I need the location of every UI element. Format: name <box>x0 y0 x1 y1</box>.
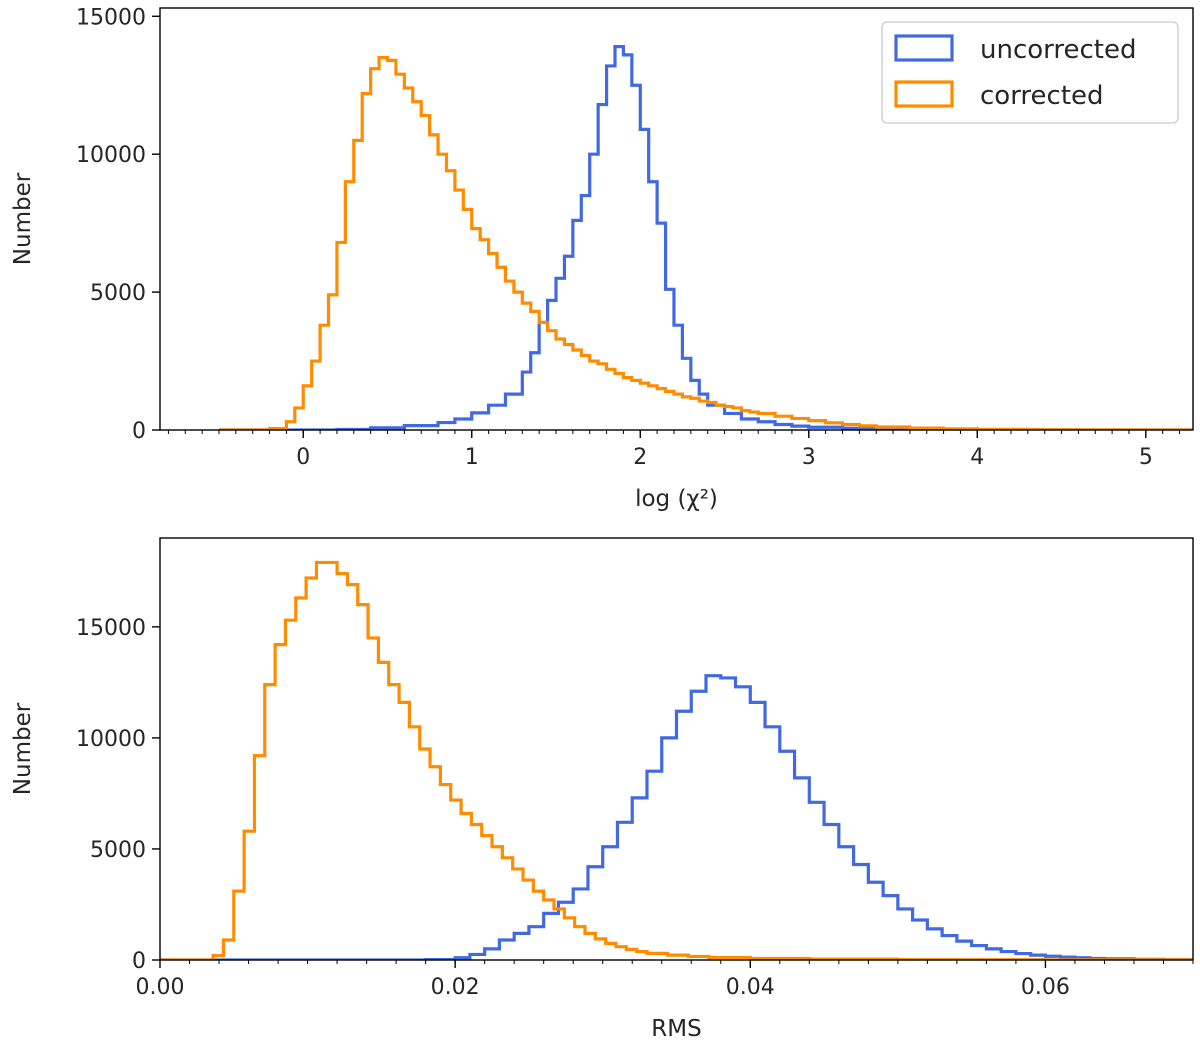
x-tick-label: 4 <box>970 445 984 470</box>
legend: uncorrected corrected <box>881 21 1179 124</box>
panel-rms: 0.00 0.02 0.04 0.06 0 5000 10000 15000 RMS Number <box>10 537 1194 1042</box>
x-tick-label: 0.00 <box>136 975 185 1000</box>
legend-swatch-corrected <box>894 80 954 108</box>
legend-label-uncorrected: uncorrected <box>980 35 1137 65</box>
x-tick-label: 5 <box>1139 445 1153 470</box>
y-tick-label: 15000 <box>76 616 146 641</box>
x-tick-label: 0.02 <box>431 975 480 1000</box>
panel-chi2: 0 1 2 3 4 5 0 5000 10000 15000 log (χ²) Number uncor… <box>10 5 1194 512</box>
x-tick-label: 0.04 <box>726 975 775 1000</box>
y-tick-label: 10000 <box>76 143 146 168</box>
axes-frame <box>159 7 1194 431</box>
y-tick-label: 0 <box>132 949 146 974</box>
x-tick-label: 2 <box>633 445 647 470</box>
x-tick-label: 0.06 <box>1021 975 1070 1000</box>
x-tick-label: 0 <box>296 445 310 470</box>
y-axis-label: Number <box>10 702 36 795</box>
x-tick-label: 3 <box>802 445 816 470</box>
axes-frame <box>159 537 1194 961</box>
x-axis-label: log (χ²) <box>635 486 718 512</box>
series-uncorrected <box>160 674 1193 960</box>
y-tick-label: 15000 <box>76 5 146 30</box>
series-group <box>160 560 1193 960</box>
series-group <box>218 45 1193 430</box>
series-uncorrected <box>218 45 1193 430</box>
y-tick-label: 5000 <box>90 838 146 863</box>
legend-frame <box>881 21 1179 124</box>
x-tick-label: 1 <box>465 445 479 470</box>
y-axis-label: Number <box>10 172 36 265</box>
y-tick-label: 5000 <box>90 281 146 306</box>
y-tick-label: 0 <box>132 419 146 444</box>
legend-swatch-uncorrected <box>894 34 954 62</box>
series-corrected <box>160 560 1193 960</box>
series-corrected <box>218 56 1193 430</box>
y-tick-label: 10000 <box>76 727 146 752</box>
legend-label-corrected: corrected <box>980 81 1104 111</box>
x-axis-label: RMS <box>651 1016 701 1042</box>
